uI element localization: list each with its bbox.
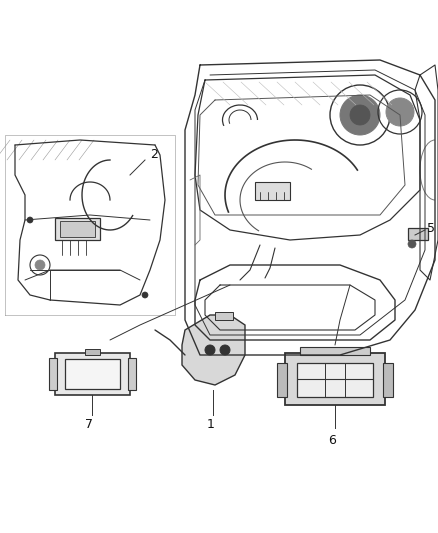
Circle shape [142,292,148,298]
Circle shape [27,217,33,223]
Circle shape [220,345,230,355]
Bar [85,349,100,355]
Circle shape [350,105,370,125]
Bar [277,363,287,397]
Text: 5: 5 [427,222,435,235]
Bar [128,358,136,390]
Bar [55,218,100,240]
Text: 6: 6 [328,433,336,447]
Bar [300,347,370,355]
Text: 7: 7 [85,418,93,432]
Bar [408,228,428,240]
Polygon shape [182,315,245,385]
Circle shape [386,98,414,126]
Circle shape [340,95,380,135]
Bar [65,359,120,389]
Circle shape [35,260,45,270]
Bar [255,182,290,200]
Bar [55,353,130,395]
Circle shape [408,240,416,248]
Bar [383,363,393,397]
Bar [297,363,373,397]
Bar [60,221,95,237]
Bar [285,353,385,405]
Bar [215,312,233,320]
Circle shape [205,345,215,355]
Text: 2: 2 [150,149,158,161]
Bar [49,358,57,390]
Text: 1: 1 [207,418,215,432]
